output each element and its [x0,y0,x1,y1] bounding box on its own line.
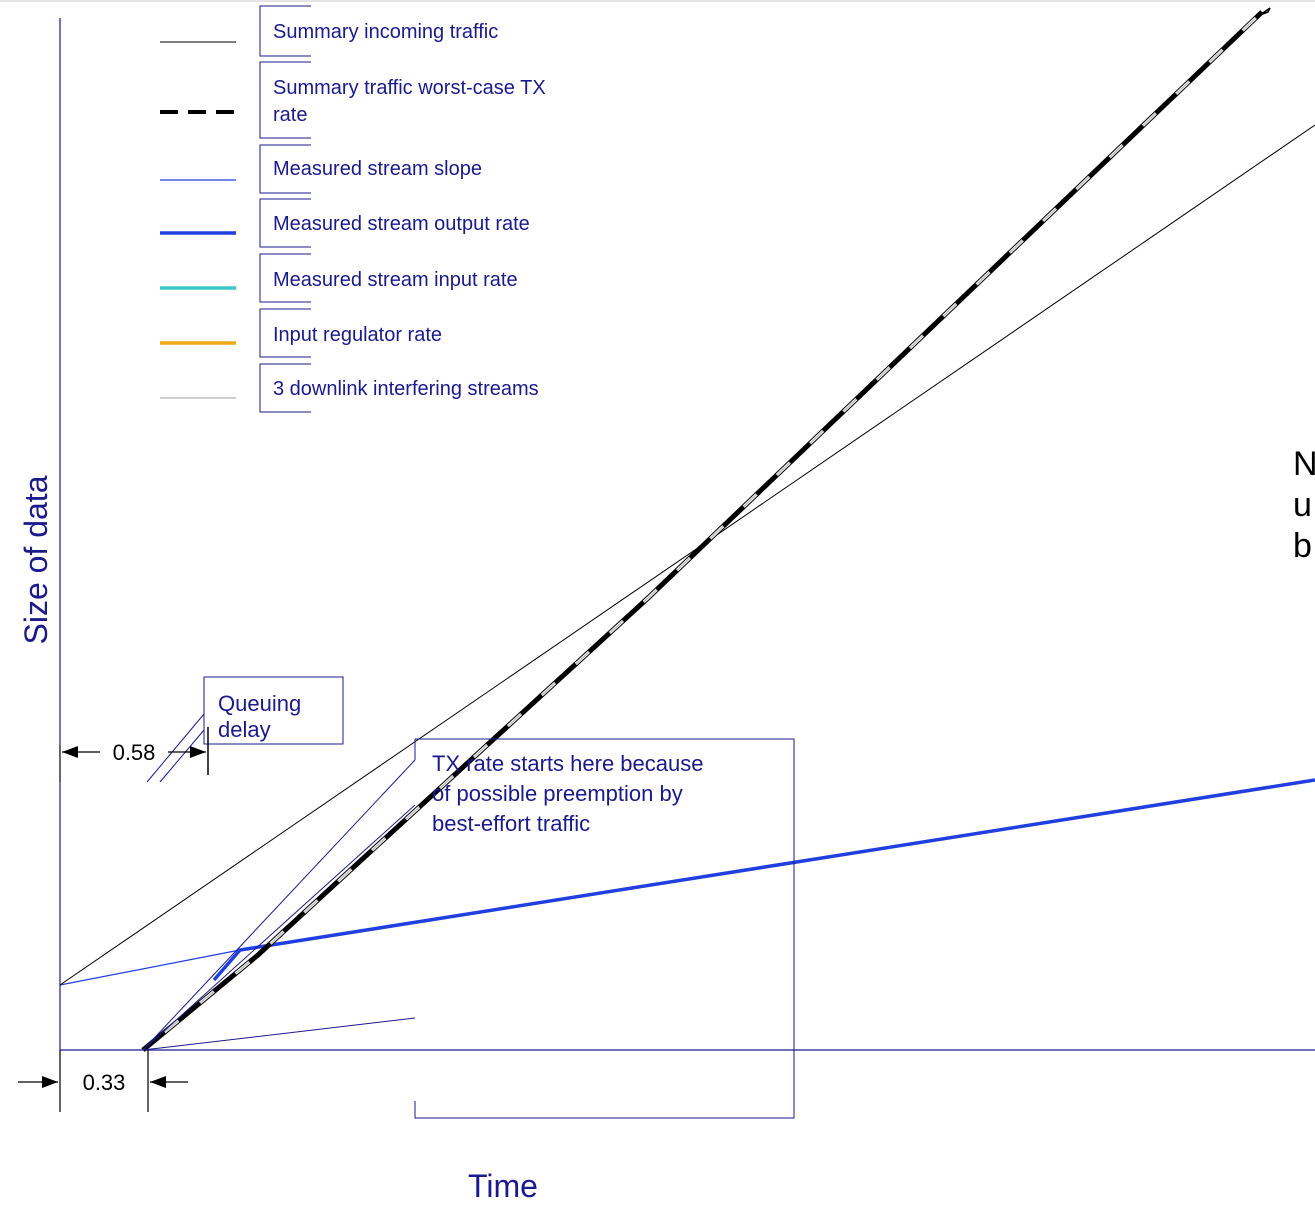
summary-incoming-traffic-line [59,124,1315,986]
legend-bracket [259,308,311,358]
legend-label-interfering: 3 downlink interfering streams [273,378,539,400]
arrow-head-icon [42,1076,58,1088]
legend-label-output-rate: Measured stream output rate [273,213,530,235]
callout-leader [142,759,416,1051]
arrow-head-icon [62,746,78,758]
callout-leader [142,1017,416,1051]
clipped-note-line2: u [1293,486,1312,524]
dim-058-label: 0.58 [113,740,156,765]
y-axis-label: Size of data [18,475,54,644]
legend-label-worst-case-line2: rate [273,104,307,126]
legend-label-worst-case: Summary traffic worst-case TX [273,77,546,99]
callout-leader [159,729,205,783]
callout-box [203,676,344,745]
callout-box [414,738,795,1119]
dimension-033: 0.33 [18,1050,188,1112]
x-axis-label: Time [468,1168,538,1204]
queuing-delay-callout: Queuing delay [146,676,344,783]
measured-stream-output-rate-line [212,778,1315,982]
tx-rate-note-line2: of possible preemption by [432,781,683,806]
clipped-note: N u b [1293,445,1315,565]
tx-rate-callout: TX rate starts here because of possible … [142,738,795,1119]
callout-leader [146,713,205,783]
tx-rate-note-line3: best-effort traffic [432,811,590,836]
legend-bracket [259,198,311,248]
tx-rate-note-line1: TX rate starts here because [432,751,703,776]
clipped-note-line1: N [1293,445,1315,483]
legend-bracket [259,253,311,303]
arrow-head-icon [150,1076,166,1088]
measured-stream-slope-line [59,949,241,986]
arrow-head-icon [190,746,206,758]
legend-label-incoming: Summary incoming traffic [273,21,498,43]
clipped-note-line3: b [1293,527,1312,565]
legend: Summary incoming traffic Summary traffic… [160,5,546,413]
tx-line-end-marker [1259,7,1271,16]
dimension-058: 0.58 [59,727,209,782]
queuing-delay-label-line2: delay [218,717,271,742]
legend-label-input-rate: Measured stream input rate [273,269,518,291]
summary-worst-case-tx-line [141,10,1264,1052]
legend-bracket [259,363,311,413]
legend-bracket [259,144,311,194]
legend-bracket [259,61,311,139]
legend-bracket [259,5,311,57]
queuing-delay-label: Queuing [218,691,301,716]
callout-leader [142,804,416,1051]
legend-label-regulator: Input regulator rate [273,324,442,346]
legend-label-slope: Measured stream slope [273,158,482,180]
dim-033-label: 0.33 [83,1070,126,1095]
